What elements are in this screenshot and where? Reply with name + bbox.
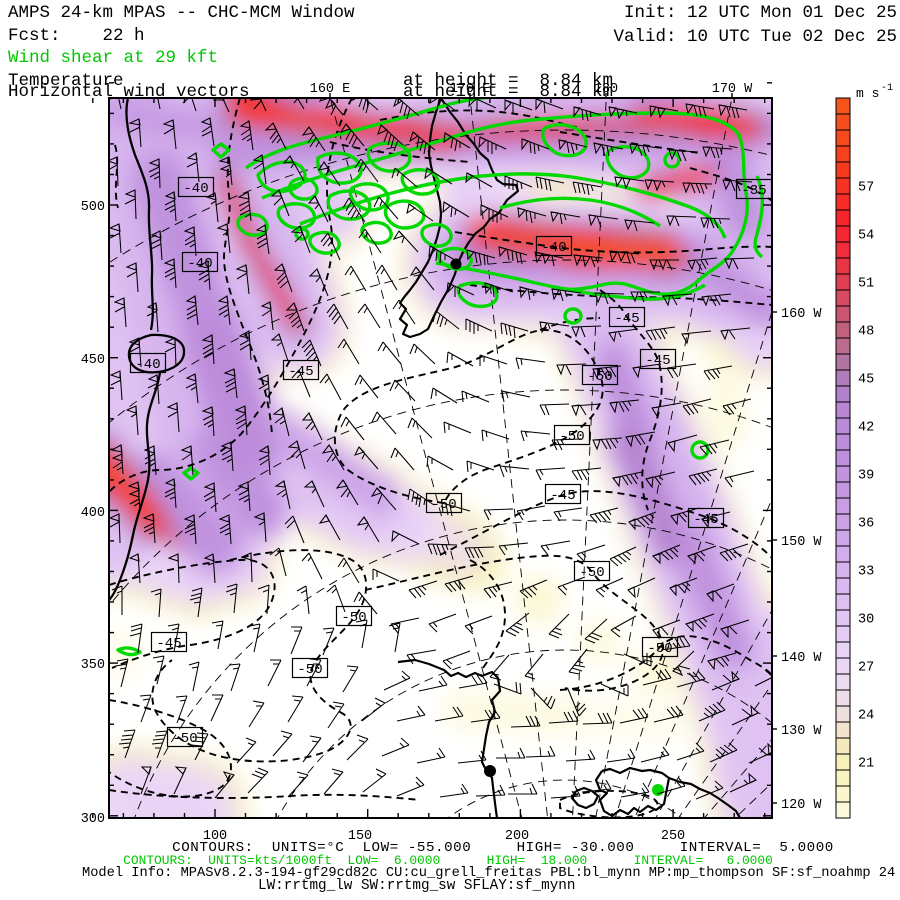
svg-text:-45: -45 — [645, 353, 670, 369]
svg-text:500: 500 — [81, 200, 105, 215]
svg-text:160 E: 160 E — [310, 82, 351, 97]
svg-text:130 W: 130 W — [781, 724, 822, 739]
svg-text:Fcst: 22 h: Fcst: 22 h — [8, 26, 145, 46]
svg-text:-45: -45 — [614, 311, 639, 327]
svg-text:-40: -40 — [135, 357, 160, 373]
svg-text:Model Info: MPASv8.2.3-194-gf2: Model Info: MPASv8.2.3-194-gf29cd82c CU:… — [82, 866, 895, 881]
svg-text:-45: -45 — [693, 512, 718, 528]
svg-text:250: 250 — [661, 829, 685, 844]
svg-text:400: 400 — [81, 506, 105, 521]
svg-text:57: 57 — [858, 181, 874, 196]
svg-text:24: 24 — [858, 709, 874, 724]
svg-text:-50: -50 — [587, 369, 612, 385]
svg-text:140 W: 140 W — [781, 651, 822, 666]
svg-text:100: 100 — [203, 829, 227, 844]
svg-text:-50: -50 — [341, 610, 366, 626]
svg-text:at height = 8.84 km: at height = 8.84 km — [403, 71, 613, 91]
svg-text:Valid: 10 UTC Tue 02 Dec 25: Valid: 10 UTC Tue 02 Dec 25 — [613, 27, 897, 47]
svg-text:-50: -50 — [559, 429, 584, 445]
svg-text:-1: -1 — [881, 83, 893, 94]
svg-text:21: 21 — [858, 757, 874, 772]
svg-text:30: 30 — [858, 613, 874, 628]
svg-text:Init: 12 UTC Mon 01 Dec 25: Init: 12 UTC Mon 01 Dec 25 — [624, 3, 897, 23]
svg-text:-45: -45 — [156, 636, 181, 652]
svg-text:CONTOURS: UNITS=°C LOW= -55.: CONTOURS: UNITS=°C LOW= -55.000 HIGH= -3… — [172, 840, 834, 856]
svg-text:150 W: 150 W — [781, 535, 822, 550]
svg-text:27: 27 — [858, 661, 874, 676]
svg-text:Horizontal wind vectors: Horizontal wind vectors — [8, 82, 250, 102]
svg-text:m s: m s — [856, 86, 879, 101]
svg-text:-35: -35 — [741, 183, 766, 199]
svg-text:39: 39 — [858, 469, 874, 484]
svg-text:-40: -40 — [187, 256, 212, 272]
svg-text:350: 350 — [81, 658, 105, 673]
svg-text:-50: -50 — [579, 565, 604, 581]
svg-text:33: 33 — [858, 565, 874, 580]
svg-text:54: 54 — [858, 229, 874, 244]
svg-text:at height = 8.84 km: at height = 8.84 km — [403, 82, 613, 102]
svg-text:120 W: 120 W — [781, 798, 822, 813]
svg-text:45: 45 — [858, 373, 874, 388]
svg-text:CONTOURS: UNITS=kts/1000ft L: CONTOURS: UNITS=kts/1000ft LOW= 6.0000 H… — [123, 853, 773, 868]
svg-text:-45: -45 — [288, 364, 313, 380]
svg-text:LW:rrtmg_lw SW:rrtmg_sw SFLAY:: LW:rrtmg_lw SW:rrtmg_sw SFLAY:sf_mynn — [258, 878, 575, 894]
svg-text:48: 48 — [858, 325, 874, 340]
svg-text:42: 42 — [858, 421, 874, 436]
svg-text:180: 180 — [594, 82, 618, 97]
svg-text:150: 150 — [348, 829, 372, 844]
svg-text:-50: -50 — [431, 497, 456, 513]
svg-text:-45: -45 — [550, 488, 575, 504]
svg-text:170 W: 170 W — [712, 82, 753, 97]
svg-text:450: 450 — [81, 353, 105, 368]
svg-text:51: 51 — [858, 277, 874, 292]
svg-text:160 W: 160 W — [781, 307, 822, 322]
svg-text:170 E: 170 E — [450, 82, 491, 97]
svg-text:Temperature: Temperature — [8, 71, 124, 91]
svg-text:Wind shear at 29 kft: Wind shear at 29 kft — [8, 48, 218, 68]
svg-text:200: 200 — [505, 829, 529, 844]
svg-text:-50: -50 — [297, 662, 322, 678]
svg-text:-40: -40 — [183, 181, 208, 197]
svg-text:-40: -40 — [541, 240, 566, 256]
svg-text:-50: -50 — [172, 731, 197, 747]
svg-text:300: 300 — [81, 812, 105, 827]
svg-text:36: 36 — [858, 517, 874, 532]
svg-text:-50: -50 — [647, 641, 672, 657]
svg-text:AMPS 24-km MPAS -- CHC-MCM Win: AMPS 24-km MPAS -- CHC-MCM Window — [8, 3, 355, 23]
